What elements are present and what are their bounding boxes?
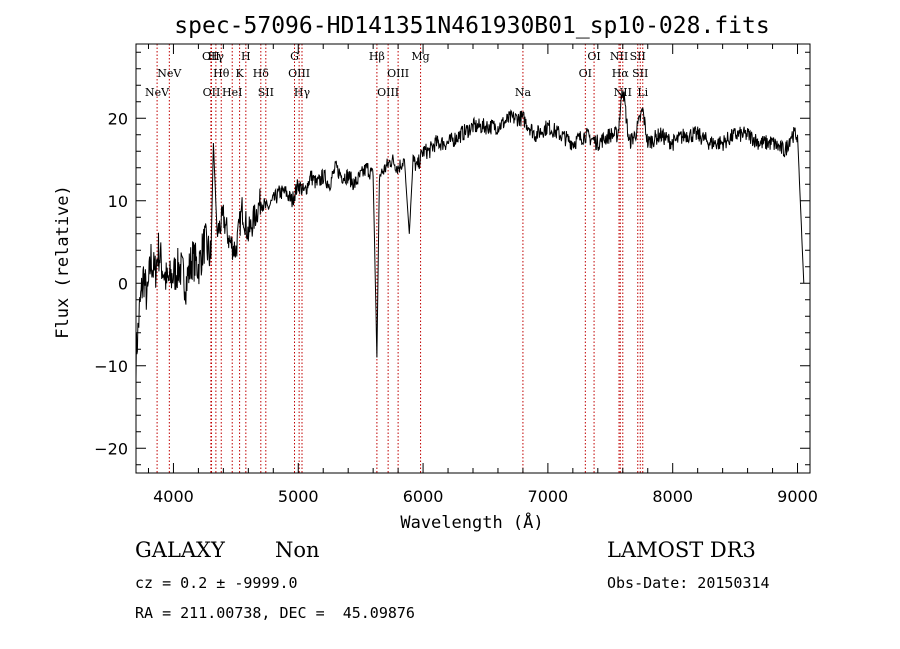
y-tick-label: 20 [108,109,128,128]
x-axis-label: Wavelength (Å) [400,511,543,533]
line-marker-label: OIII [288,67,310,80]
object-class: GALAXY [135,538,225,562]
ra-dec: RA = 211.00738, DEC = 45.09876 [135,604,415,622]
x-tick-label: 7000 [528,487,569,506]
line-marker-label: SII [630,50,646,63]
x-tick-label: 6000 [403,487,444,506]
y-axis-label: Flux (relative) [53,185,73,339]
spectral-line-labels: NeVNeVOIIOIIHγHθHeIKHHδSIIGOIIIHγHβOIIIO… [145,50,649,99]
line-marker-label: HeI [222,86,242,99]
line-marker-label: OIII [387,67,409,80]
spectrum-line [135,90,805,379]
line-marker-label: Na [515,86,532,99]
line-marker-label: OII [202,50,220,63]
line-marker-label: OI [587,50,600,63]
line-marker-label: OI [579,67,592,80]
line-marker-label: K [235,67,244,80]
y-tick-label: 10 [108,192,128,211]
y-axis: −20 −10 0 10 20 [94,51,810,466]
x-axis: 4000 5000 6000 7000 8000 9000 [147,44,818,506]
plot-frame [135,43,811,474]
line-marker-label: Hγ [208,50,225,63]
y-tick-label: 0 [118,274,128,293]
y-tick-label: −20 [94,439,128,458]
x-tick-label: 5000 [278,487,319,506]
line-marker-label: Li [637,86,648,99]
line-marker-label: Hγ [294,86,311,99]
chart-title: spec-57096-HD141351N461930B01_sp10-028.f… [174,13,769,39]
line-marker-label: H [241,50,251,63]
line-marker-label: Hδ [253,67,270,80]
line-marker-label: OIII [377,86,399,99]
spectral-line-markers [156,44,644,473]
survey-name: LAMOST DR3 [607,538,756,562]
object-subclass: Non [275,538,320,562]
line-marker-label: Hα [612,67,630,80]
x-tick-label: 9000 [777,487,818,506]
line-marker-label: OII [203,86,221,99]
observation-date: Obs-Date: 20150314 [607,574,770,592]
y-tick-label: −10 [94,357,128,376]
spectrum-chart: spec-57096-HD141351N461930B01_sp10-028.f… [53,13,818,533]
x-tick-label: 8000 [652,487,693,506]
redshift-cz: cz = 0.2 ± -9999.0 [135,574,298,592]
line-marker-label: SII [258,86,274,99]
line-marker-label: SII [632,67,648,80]
line-marker-label: NeV [145,86,170,99]
line-marker-label: Mg [411,50,429,63]
line-marker-label: Hθ [213,67,230,80]
line-marker-label: Hβ [369,50,385,63]
line-marker-label: G [290,50,299,63]
x-tick-label: 4000 [153,487,194,506]
line-marker-label: NeV [157,67,182,80]
line-marker-label: NII [610,50,628,63]
